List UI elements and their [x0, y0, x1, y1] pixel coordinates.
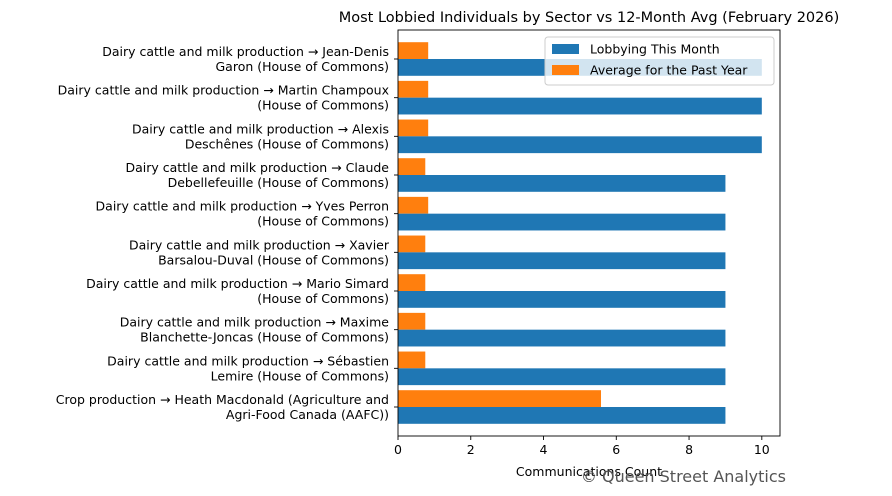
x-axis: 0 2 4 6 8 10	[394, 436, 770, 457]
x-tick-label: 10	[754, 442, 770, 457]
plot-frame	[397, 29, 781, 437]
y-tick-label: Crop production → Heath Macdonald (Agric…	[56, 392, 389, 422]
legend: Lobbying This Month Average for the Past …	[544, 36, 775, 86]
bar-lobbying-this-month	[398, 329, 726, 347]
y-tick-label: Dairy cattle and milk production → Marti…	[58, 83, 389, 113]
bar-average-past-year	[398, 274, 426, 291]
x-tick-label: 4	[540, 442, 548, 457]
y-tick-label: Dairy cattle and milk production → Alexi…	[132, 121, 389, 151]
y-tick-label: Dairy cattle and milk production → Maxim…	[120, 315, 390, 345]
bars-group	[398, 42, 762, 424]
legend-box	[544, 36, 775, 86]
y-tick-label: Dairy cattle and milk production → Mario…	[86, 276, 389, 306]
legend-swatch	[552, 65, 579, 75]
bar-average-past-year	[398, 351, 426, 369]
bar-lobbying-this-month	[398, 407, 726, 424]
bar-lobbying-this-month	[398, 213, 726, 231]
y-tick-label: Dairy cattle and milk production → Xavie…	[129, 237, 390, 267]
bar-average-past-year	[398, 235, 426, 253]
bar-average-past-year	[398, 158, 426, 175]
bar-average-past-year	[398, 80, 429, 98]
watermark: © Queen Street Analytics	[581, 467, 786, 486]
bar-average-past-year	[398, 196, 429, 214]
chart-title: Most Lobbied Individuals by Sector vs 12…	[339, 10, 840, 26]
y-tick-label: Dairy cattle and milk production → Yves …	[96, 199, 389, 229]
legend-label: Lobbying This Month	[590, 42, 720, 57]
bar-lobbying-this-month	[398, 97, 762, 115]
bar-lobbying-this-month	[398, 368, 726, 386]
bar-average-past-year	[398, 312, 426, 330]
x-tick-label: 2	[467, 442, 475, 457]
y-tick-label: Dairy cattle and milk production → Jean-…	[102, 44, 389, 74]
y-tick-labels: Dairy cattle and milk production → Jean-…	[56, 44, 398, 422]
bar-lobbying-this-month	[398, 291, 726, 308]
bar-average-past-year	[398, 390, 602, 407]
x-tick-label: 8	[685, 442, 693, 457]
y-tick-label: Dairy cattle and milk production → Sébas…	[107, 353, 389, 383]
x-tick-label: 0	[394, 442, 402, 457]
x-tick-label: 6	[612, 442, 620, 457]
bar-lobbying-this-month	[398, 252, 726, 270]
bar-average-past-year	[398, 42, 429, 59]
x-axis-label: Communications Count	[516, 464, 662, 479]
bar-lobbying-this-month	[398, 136, 762, 154]
bar-lobbying-this-month	[398, 175, 726, 192]
legend-label: Average for the Past Year	[590, 63, 748, 78]
y-tick-label: Dairy cattle and milk production → Claud…	[125, 160, 389, 190]
bar-average-past-year	[398, 119, 429, 137]
legend-swatch	[552, 44, 579, 54]
